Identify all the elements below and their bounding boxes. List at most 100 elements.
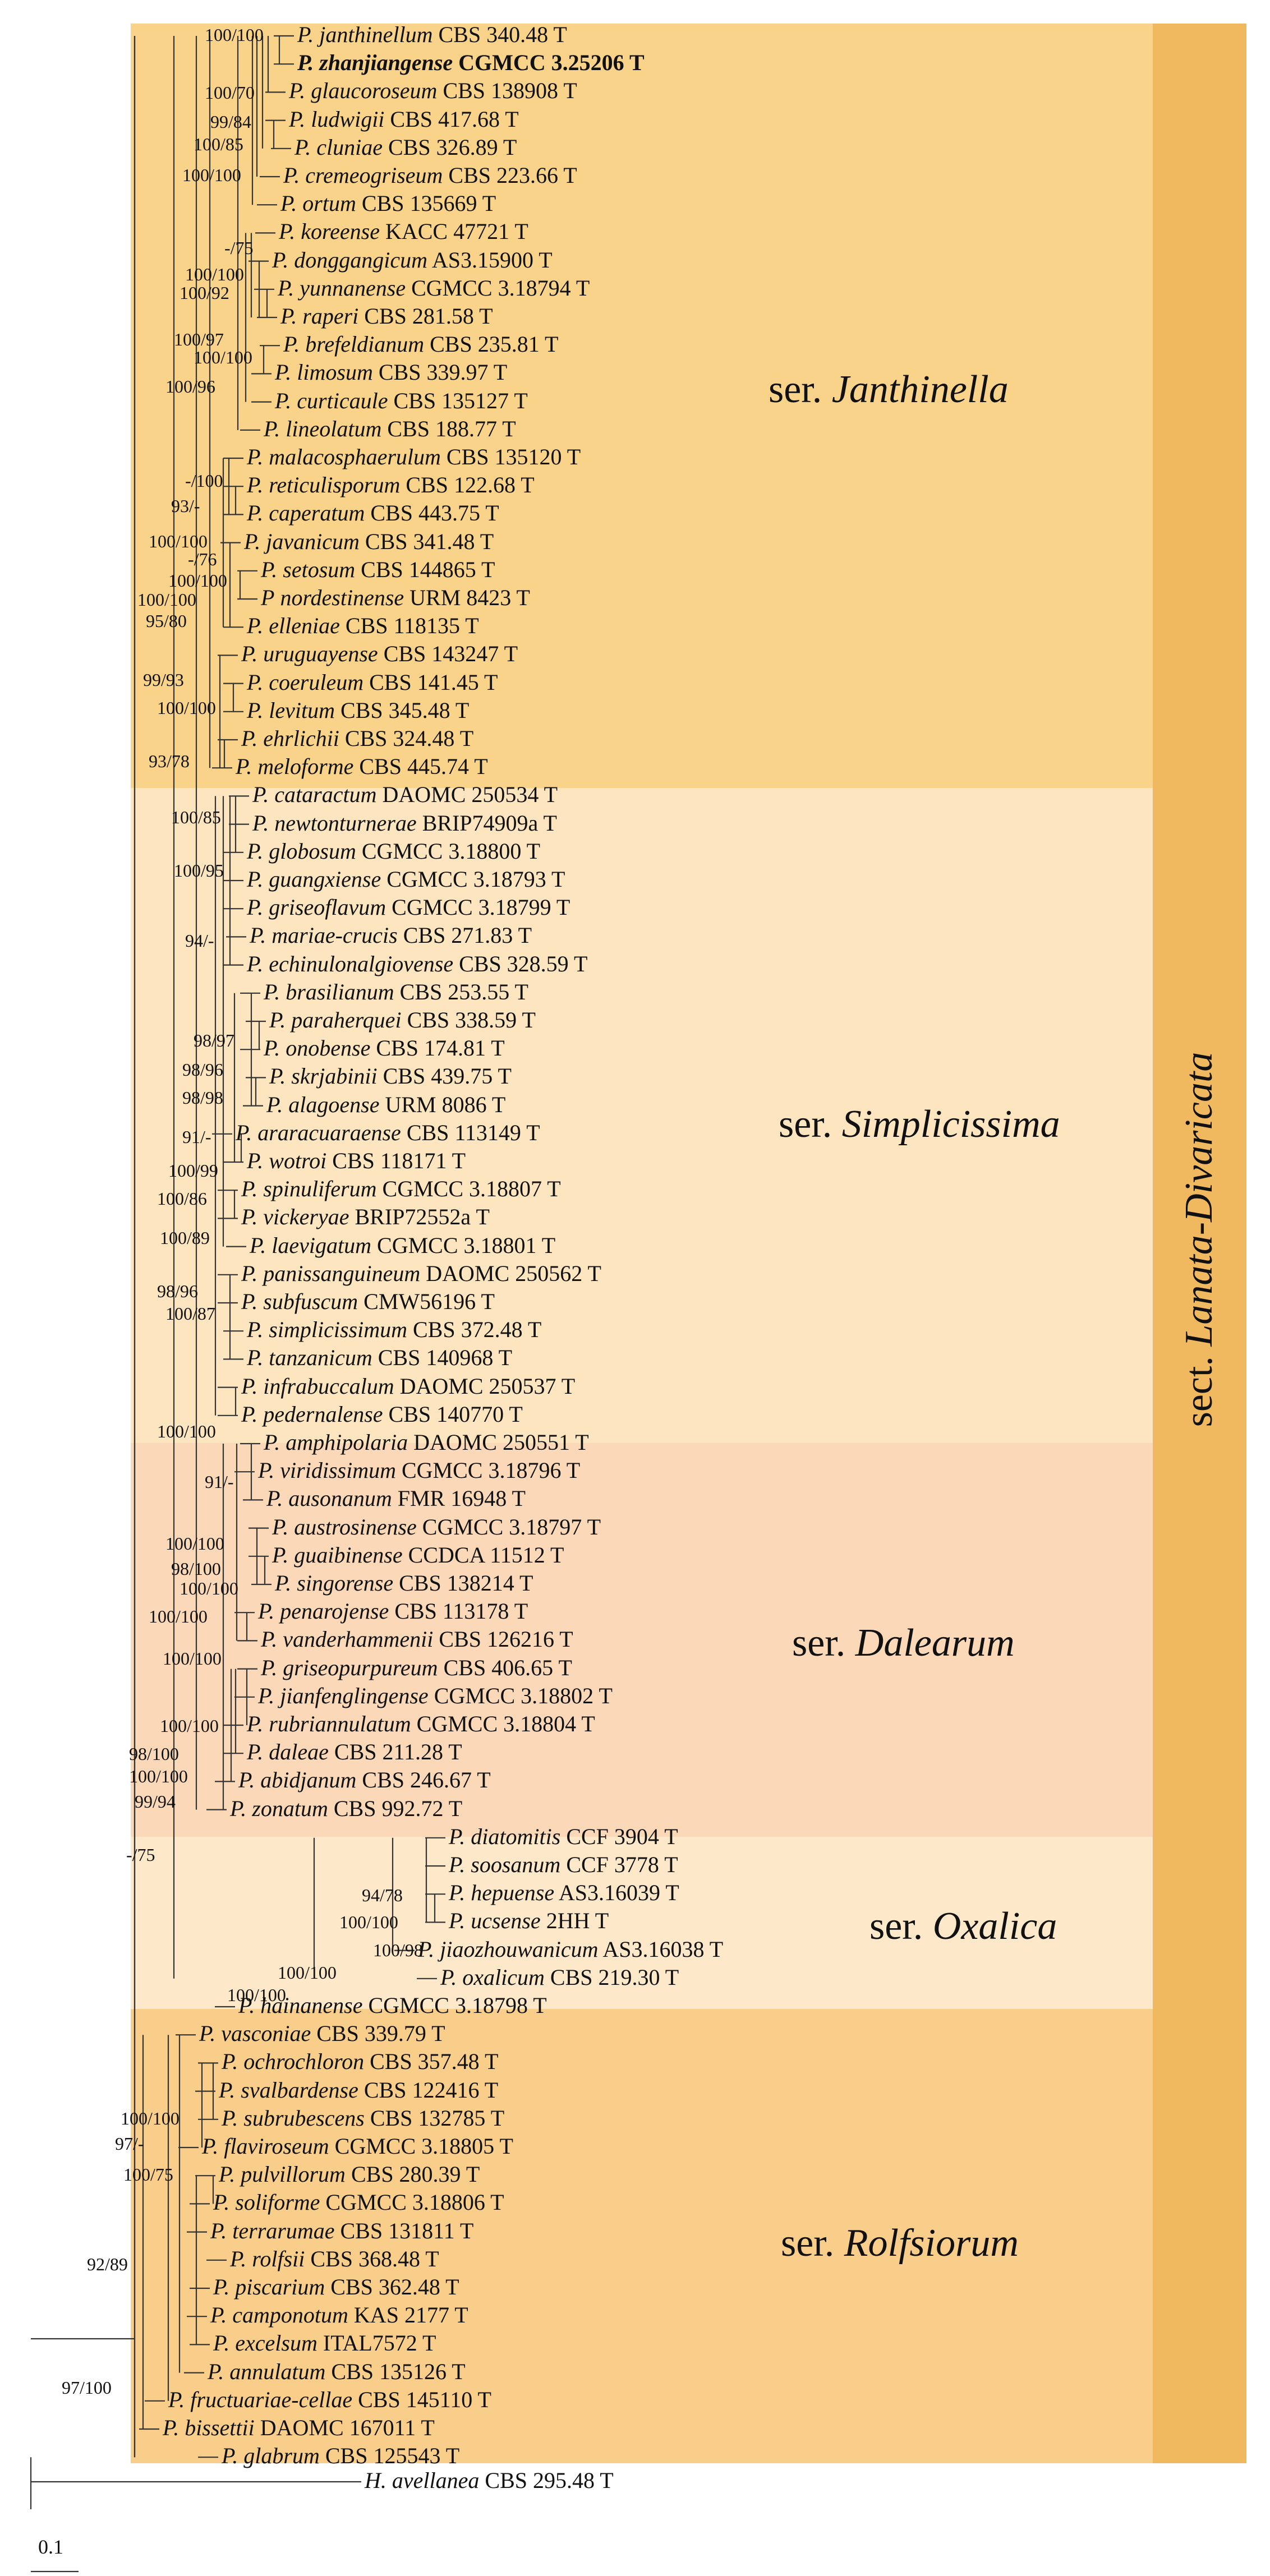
support-value: 100/100	[137, 589, 196, 610]
taxon-genus: P.	[247, 472, 264, 498]
taxon-label: P. infrabuccalum DAOMC 250537 T	[241, 1374, 575, 1399]
taxon-epithet: cataractum	[274, 782, 377, 808]
taxon-genus: P.	[266, 1091, 283, 1117]
taxon-genus: P.	[238, 1993, 255, 2018]
taxon-strain: CGMCC 3.18801 T	[377, 1232, 556, 1258]
taxon-strain: AS3.16039 T	[558, 1880, 679, 1906]
taxon-epithet: abidjanum	[260, 1767, 357, 1793]
taxon-genus: P.	[163, 2415, 180, 2440]
taxon-label: P. rolfsii CBS 368.48 T	[230, 2246, 439, 2271]
taxon-label: P. elleniae CBS 118135 T	[247, 614, 479, 638]
taxon-label: P. zhanjiangense CGMCC 3.25206 T	[297, 50, 645, 75]
support-value: 100/100	[149, 531, 208, 551]
series-label-simplicissima: ser. Simplicissima	[779, 1102, 1060, 1147]
taxon-epithet: svalbardense	[241, 2077, 358, 2103]
section-name: Lanata-Divaricata	[1177, 1052, 1221, 1347]
taxon-label: P. singorense CBS 138214 T	[275, 1571, 533, 1596]
taxon-strain: CBS 281.58 T	[364, 303, 493, 329]
taxon-label: P. janthinellum CBS 340.48 T	[297, 22, 567, 47]
taxon-epithet: nordestinense	[280, 585, 404, 610]
taxon-epithet: limosum	[297, 360, 373, 385]
taxon-epithet: bissettii	[185, 2415, 255, 2440]
taxon-epithet: coeruleum	[269, 669, 364, 695]
taxon-strain: CBS 362.48 T	[330, 2274, 459, 2299]
support-value: 93/78	[149, 751, 190, 771]
taxon-epithet: oxalicum	[462, 1964, 545, 1990]
taxon-epithet: terrarumae	[232, 2218, 335, 2243]
taxon-epithet: cremeogriseum	[305, 163, 443, 188]
support-value: 100/75	[123, 2164, 173, 2185]
taxon-strain: CBS 118135 T	[345, 613, 479, 639]
taxon-label: P. rubriannulatum CGMCC 3.18804 T	[247, 1712, 595, 1736]
taxon-strain: CBS 280.39 T	[351, 2162, 480, 2187]
taxon-strain: CBS 372.48 T	[412, 1317, 542, 1343]
taxon-epithet: levitum	[269, 697, 335, 723]
series-label-rolfsiorum: ser. Rolfsiorum	[781, 2221, 1019, 2266]
support-value: 100/85	[171, 807, 221, 827]
taxon-strain: CBS 141.45 T	[369, 669, 498, 695]
taxon-label: P. ausonanum FMR 16948 T	[266, 1486, 526, 1511]
taxon-epithet: hepuense	[471, 1880, 555, 1906]
taxon-label: P. cremeogriseum CBS 223.66 T	[283, 163, 577, 188]
taxon-strain: CBS 253.55 T	[399, 979, 528, 1004]
series-prefix: ser.	[779, 1103, 832, 1146]
taxon-label: P. glabrum CBS 125543 T	[222, 2444, 459, 2468]
taxon-epithet: ochrochloron	[243, 2049, 365, 2075]
taxon-strain: CGMCC 3.18806 T	[325, 2190, 504, 2215]
taxon-genus: P.	[230, 1795, 247, 1821]
taxon-epithet: javanicum	[266, 528, 360, 554]
taxon-genus: P.	[236, 754, 252, 780]
taxon-genus: P.	[247, 444, 264, 469]
taxon-epithet: panissanguineum	[263, 1260, 421, 1286]
taxon-genus: P.	[283, 331, 300, 357]
taxon-genus: P.	[247, 838, 264, 864]
taxon-label: P. setosum CBS 144865 T	[261, 557, 495, 582]
taxon-genus: P.	[449, 1908, 466, 1934]
series-name: Rolfsiorum	[844, 2222, 1019, 2265]
taxon-label: P. vasconiae CBS 339.79 T	[199, 2021, 445, 2046]
taxon-strain: CBS 235.81 T	[430, 331, 559, 357]
taxon-epithet: brasilianum	[286, 979, 394, 1004]
support-value: 98/100	[171, 1559, 221, 1579]
taxon-strain: CBS 188.77 T	[387, 416, 516, 441]
scale-bar-label: 0.1	[38, 2536, 63, 2558]
taxon-epithet: griseopurpureum	[283, 1655, 438, 1680]
taxon-epithet: avellanea	[392, 2468, 480, 2493]
taxon-genus: P.	[222, 2443, 238, 2469]
taxon-strain: CGMCC 3.18802 T	[434, 1683, 613, 1708]
series-band-oxalica	[131, 1837, 1153, 2009]
taxon-genus: P.	[264, 1430, 280, 1455]
taxon-label: P. skrjabinii CBS 439.75 T	[269, 1064, 512, 1089]
support-value: 100/100	[205, 25, 264, 45]
taxon-genus: P.	[247, 951, 264, 976]
taxon-strain: CBS 145110 T	[358, 2386, 491, 2412]
support-value: 100/97	[174, 329, 224, 349]
taxon-label: P. griseopurpureum CBS 406.65 T	[261, 1655, 572, 1680]
taxon-strain: CBS 211.28 T	[334, 1739, 462, 1765]
taxon-strain: CBS 122.68 T	[406, 472, 535, 498]
taxon-strain: 2HH T	[546, 1908, 609, 1934]
taxon-epithet: alagoense	[288, 1091, 380, 1117]
series-label-janthinella: ser. Janthinella	[769, 367, 1009, 412]
taxon-epithet: setosum	[283, 556, 356, 582]
taxon-label: P. yunnanense CGMCC 3.18794 T	[278, 275, 590, 301]
taxon-strain: CBS 368.48 T	[310, 2246, 439, 2271]
taxon-epithet: penarojense	[280, 1598, 389, 1624]
support-value: 100/100	[194, 347, 252, 367]
taxon-label: P. simplicissimum CBS 372.48 T	[247, 1317, 541, 1342]
support-value: 98/100	[129, 1744, 179, 1764]
taxon-label: P. glaucoroseum CBS 138908 T	[289, 79, 577, 103]
taxon-genus: P.	[210, 2302, 227, 2328]
taxon-strain: CBS 140770 T	[388, 1401, 523, 1427]
taxon-epithet: subfuscum	[263, 1289, 358, 1314]
taxon-strain: CGMCC 3.18800 T	[361, 838, 541, 864]
taxon-epithet: caperatum	[269, 500, 365, 526]
taxon-strain: DAOMC 250537 T	[399, 1373, 576, 1399]
taxon-strain: CBS 340.48 T	[438, 22, 567, 47]
taxon-label: P. cataractum DAOMC 250534 T	[252, 782, 558, 807]
taxon-label: P. wotroi CBS 118171 T	[247, 1149, 466, 1173]
taxon-genus: P.	[247, 1317, 264, 1343]
taxon-genus: P.	[272, 1514, 289, 1540]
taxon-label: P. fructuariae-cellae CBS 145110 T	[168, 2386, 491, 2412]
taxon-epithet: laevigatum	[272, 1232, 372, 1258]
